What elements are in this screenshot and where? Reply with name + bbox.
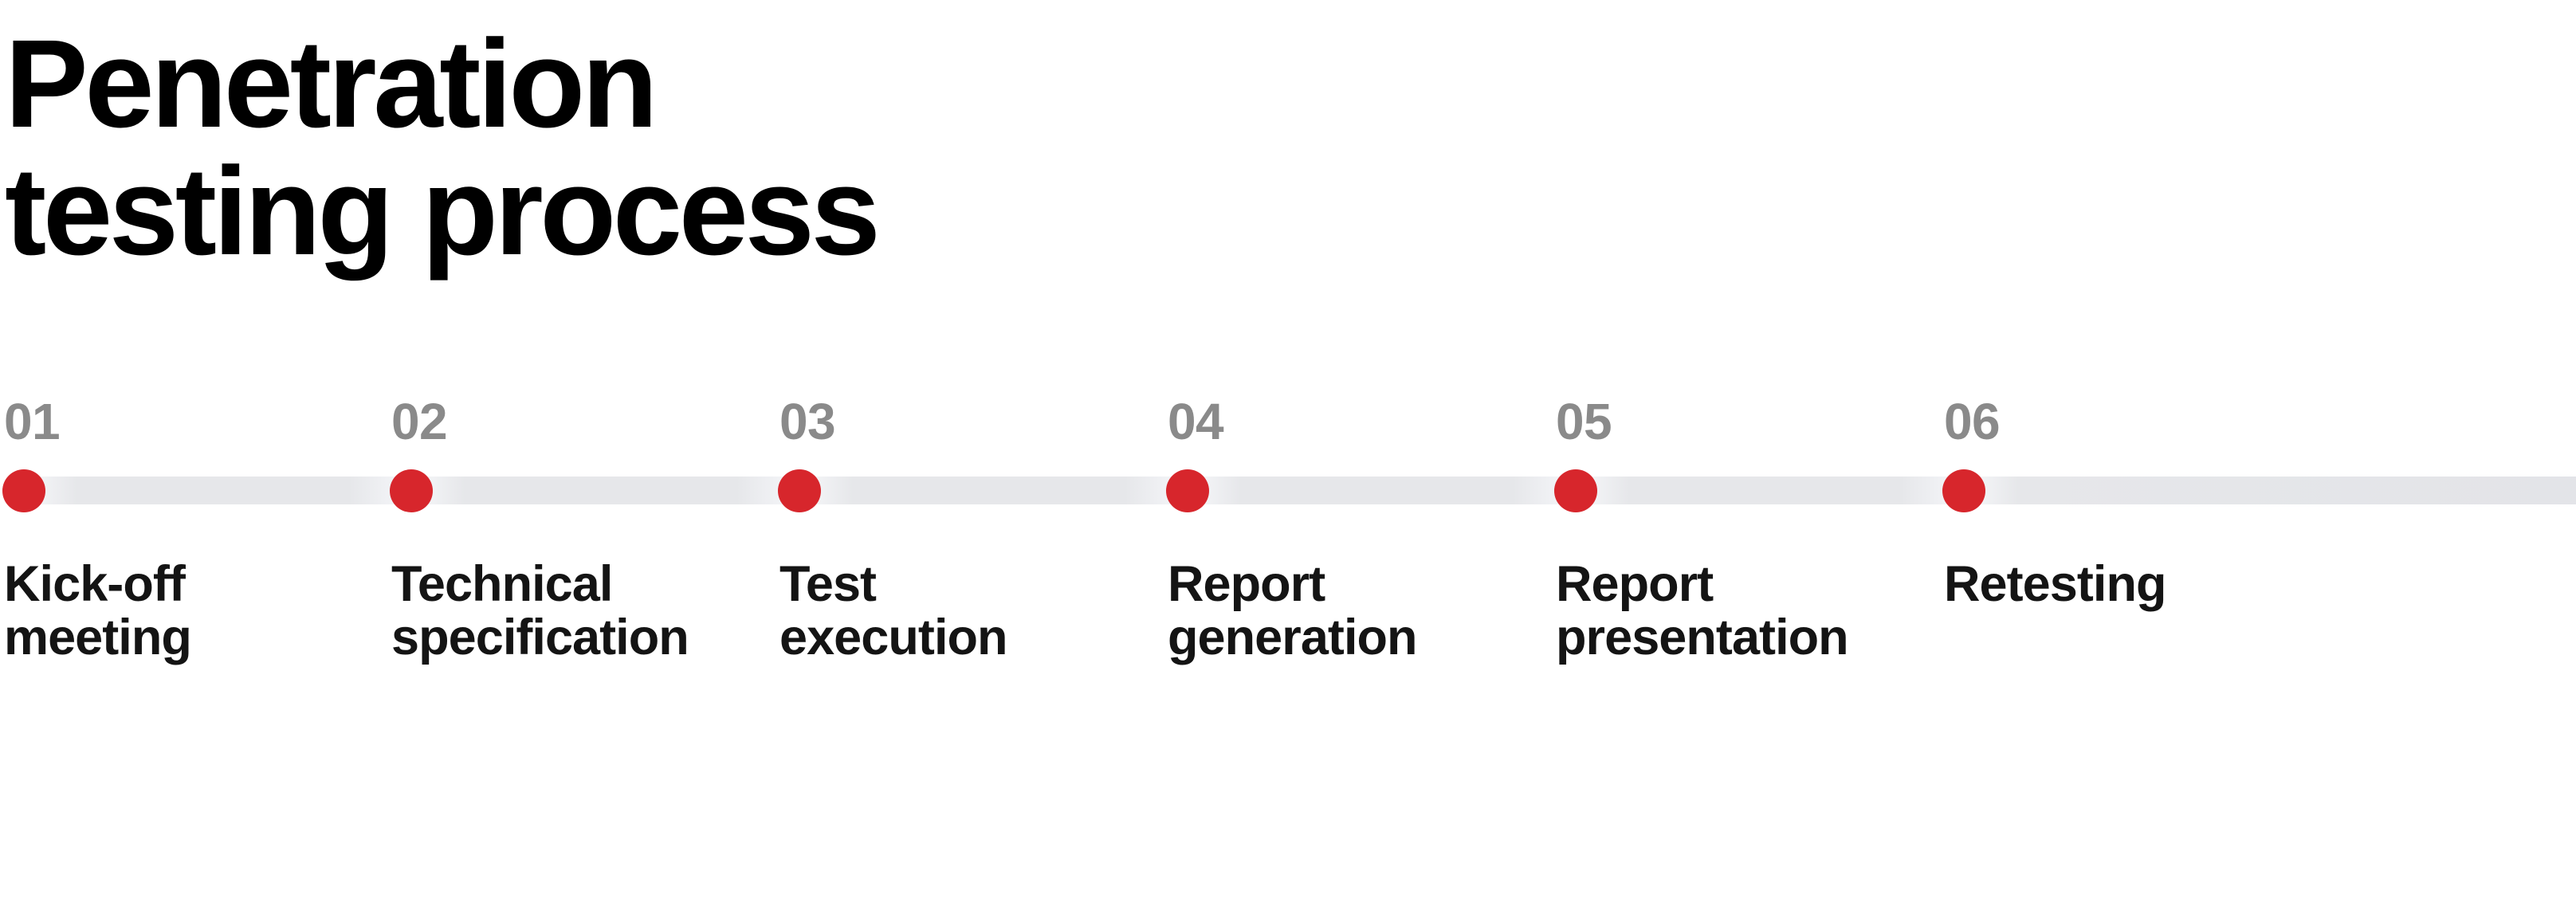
timeline-step-test-execution: 03 Test execution	[778, 0, 1154, 910]
step-label: Report presentation	[1556, 556, 1849, 665]
timeline-dot-icon	[778, 469, 821, 512]
timeline-segment	[799, 477, 1187, 504]
timeline-step-retesting: 06 Retesting	[1942, 0, 2319, 910]
timeline-segment	[22, 477, 410, 504]
timeline-segment	[1187, 477, 1575, 504]
timeline-dot-icon	[1166, 469, 1209, 512]
timeline-line	[0, 477, 2576, 504]
step-number: 05	[1556, 393, 1612, 450]
timeline-step-kick-off-meeting: 01 Kick-off meeting	[2, 0, 379, 910]
timeline-dot-icon	[1942, 469, 1985, 512]
step-number: 04	[1168, 393, 1224, 450]
step-label: Kick-off meeting	[4, 556, 192, 665]
step-number: 06	[1944, 393, 2001, 450]
timeline-dot-icon	[1554, 469, 1597, 512]
timeline-step-report-presentation: 05 Report presentation	[1554, 0, 1930, 910]
timeline-segment	[1575, 477, 1963, 504]
timeline-segment	[1963, 477, 2576, 504]
step-label: Report generation	[1168, 556, 1418, 665]
step-label: Test execution	[779, 556, 1008, 665]
timeline-dot-icon	[2, 469, 45, 512]
step-number: 02	[391, 393, 448, 450]
step-label: Technical specification	[391, 556, 689, 665]
step-label: Retesting	[1944, 556, 2166, 612]
timeline-dot-icon	[390, 469, 433, 512]
step-number: 03	[779, 393, 836, 450]
timeline-segment	[410, 477, 799, 504]
page-title: Penetration testing process	[5, 14, 881, 282]
timeline-step-report-generation: 04 Report generation	[1166, 0, 1542, 910]
timeline-step-technical-specification: 02 Technical specification	[390, 0, 766, 910]
step-number: 01	[4, 393, 61, 450]
